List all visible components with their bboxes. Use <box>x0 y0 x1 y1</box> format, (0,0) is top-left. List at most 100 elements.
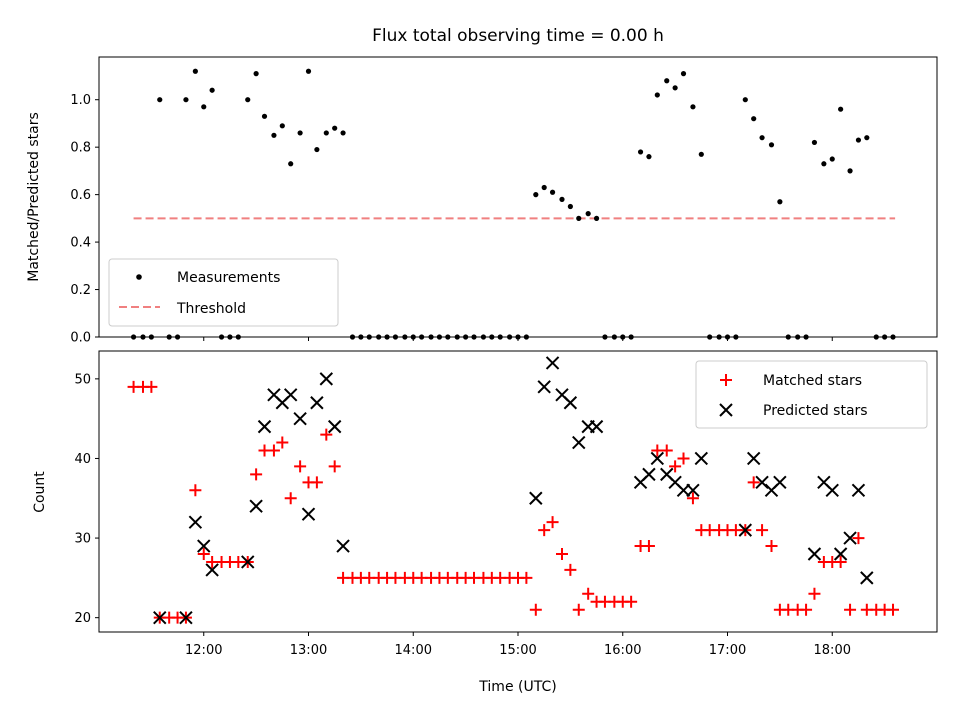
top-axes: 0.0 0.2 0.4 0.6 0.8 1.0 <box>70 93 833 346</box>
predicted-star-point <box>301 507 316 521</box>
predicted-star-point <box>676 483 691 498</box>
top-y-tick-label: 0.2 <box>70 283 91 298</box>
predicted-star-point <box>860 571 874 585</box>
predicted-star-point <box>843 531 857 545</box>
matched-star-point <box>267 444 280 457</box>
x-tick-label: 17:00 <box>709 643 746 658</box>
chart-title: Flux total observing time = 0.00 h <box>372 26 664 46</box>
measurement-point <box>847 168 853 174</box>
predicted-star-point <box>851 483 866 498</box>
measurement-point <box>567 203 573 210</box>
measurement-point <box>192 68 198 74</box>
legend-matched-marker <box>720 374 732 386</box>
predicted-star-point <box>529 491 543 505</box>
predicted-star-point <box>755 475 769 490</box>
measurement-point <box>672 85 678 91</box>
predicted-star-point <box>241 555 255 569</box>
bottom-y-tick-label: 30 <box>74 532 91 547</box>
measurement-point <box>680 71 687 77</box>
matched-star-point <box>677 452 690 465</box>
measurement-point <box>201 104 207 110</box>
predicted-star-point <box>563 396 578 410</box>
measurement-point <box>811 139 818 146</box>
predicted-star-point <box>545 356 560 370</box>
measurement-point <box>323 130 329 136</box>
measurement-point <box>593 215 600 221</box>
measurement-point <box>271 132 277 138</box>
predicted-star-point <box>336 539 350 553</box>
predicted-star-point <box>642 467 656 482</box>
bottom-panel: 20 30 40 50 12:00 13:00 14:00 15:00 16:00 17:00 18… <box>32 350 938 695</box>
measurement-point <box>245 97 251 103</box>
bottom-legend: Matched stars Predicted stars <box>695 360 928 429</box>
measurement-point <box>297 130 303 136</box>
measurement-point <box>742 97 748 103</box>
matched-star-point <box>660 444 673 457</box>
measurement-point <box>585 211 591 217</box>
top-y-tick-label: 0.8 <box>70 141 91 156</box>
measurement-point <box>314 146 320 153</box>
matched-star-point <box>852 532 865 545</box>
measurement-point <box>541 184 547 191</box>
measurement-point <box>183 97 189 103</box>
matched-star-point <box>328 460 341 473</box>
measurement-point <box>157 97 163 103</box>
matched-star-point <box>320 428 333 441</box>
predicted-star-point <box>205 563 219 577</box>
predicted-star-point <box>738 523 753 537</box>
top-plot-area <box>130 68 896 340</box>
matched-star-point <box>887 603 900 616</box>
predicted-star-point <box>293 411 307 426</box>
x-tick-label: 14:00 <box>395 643 432 658</box>
measurement-point <box>646 154 652 160</box>
bottom-y-tick-label: 20 <box>74 611 91 626</box>
measurement-point <box>288 161 294 167</box>
bottom-legend-box <box>695 360 928 429</box>
matched-star-point <box>294 460 307 473</box>
matched-star-point <box>642 540 655 553</box>
matched-star-point <box>310 476 323 489</box>
measurement-point <box>864 135 870 141</box>
matched-star-point <box>555 547 568 560</box>
matched-star-point <box>276 436 289 449</box>
matched-star-point <box>686 492 699 505</box>
top-y-tick-label: 1.0 <box>70 93 91 108</box>
predicted-star-point <box>825 483 839 498</box>
predicted-star-point <box>283 388 298 402</box>
measurement-point <box>768 142 775 148</box>
measurement-point <box>305 68 312 74</box>
matched-star-point <box>145 380 158 393</box>
predicted-star-point <box>833 547 848 561</box>
predicted-star-point <box>537 380 551 394</box>
measurement-point <box>261 113 268 119</box>
top-legend-box <box>108 258 339 327</box>
legend-predicted-marker <box>719 403 733 417</box>
predicted-star-point <box>746 451 761 466</box>
predicted-star-point <box>589 419 604 434</box>
measurement-point <box>549 189 556 195</box>
matched-star-point <box>844 603 857 616</box>
predicted-star-point <box>249 499 263 513</box>
measurement-point <box>209 87 215 93</box>
measurement-point <box>533 192 539 198</box>
matched-star-point <box>284 492 297 505</box>
x-tick-label: 16:00 <box>604 643 641 658</box>
top-y-axis-label: Matched/Predicted stars <box>26 112 42 282</box>
legend-predicted-label: Predicted stars <box>763 403 868 419</box>
matched-star-point <box>529 603 542 616</box>
matched-star-point <box>546 516 559 529</box>
x-tick-label: 15:00 <box>499 643 536 658</box>
top-panel: 0.0 0.2 0.4 0.6 0.8 1.0 Matched/Predicted sta… <box>26 56 938 346</box>
measurement-point <box>821 161 827 167</box>
predicted-star-point <box>686 483 700 498</box>
measurement-point <box>559 196 565 202</box>
matched-star-point <box>756 524 769 537</box>
predicted-star-point <box>179 610 193 625</box>
bottom-y-tick-label: 50 <box>74 372 91 387</box>
measurement-point <box>690 104 696 110</box>
predicted-star-point <box>694 451 709 466</box>
predicted-star-point <box>188 515 203 529</box>
matched-star-point <box>538 524 551 537</box>
matched-star-point <box>747 476 760 489</box>
